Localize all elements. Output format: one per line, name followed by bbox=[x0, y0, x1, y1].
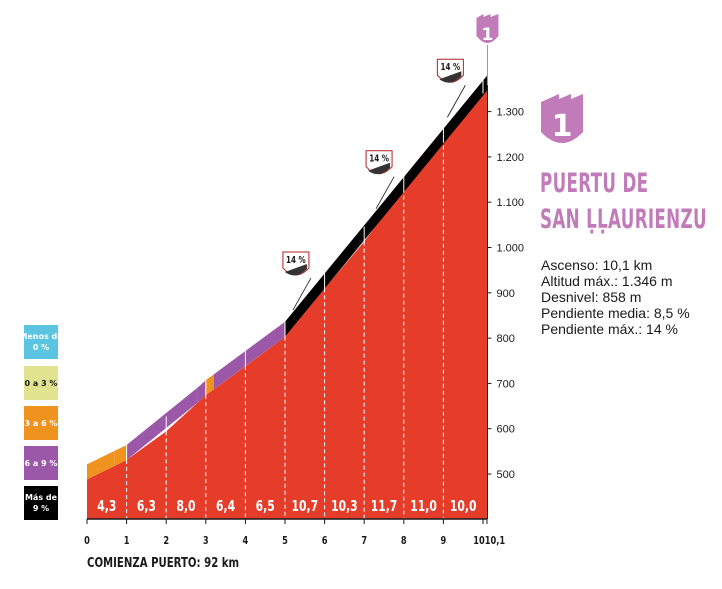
y-tick-label: 1.300 bbox=[496, 107, 524, 119]
max-gradient-marker: 14 % bbox=[282, 251, 312, 311]
stat-max-altitude: Altitud máx.: 1.346 m bbox=[541, 273, 673, 289]
segment-gradient-label: 6,3 bbox=[137, 498, 156, 515]
y-tick-label: 800 bbox=[496, 333, 514, 345]
marker-leader bbox=[447, 85, 466, 118]
x-tick-label: 5 bbox=[282, 535, 288, 547]
segment-gradient-label: 6,4 bbox=[216, 498, 235, 515]
gradient-legend: Menos de 0 % 0 a 3 % 3 a 6 % 6 a 9 % Más de 9 … bbox=[19, 325, 63, 520]
badge-number: 1 bbox=[552, 109, 573, 144]
profile-area bbox=[87, 90, 487, 520]
legend-swatch bbox=[24, 366, 58, 400]
marker-slope bbox=[368, 162, 391, 175]
x-tick-label: 4 bbox=[243, 535, 249, 547]
summit-marker: 1 bbox=[476, 14, 499, 85]
segment-gradient-labels: 4,3 6,3 8,0 6,4 6,5 10,7 10,3 11,7 11,0 10,0 bbox=[97, 498, 476, 515]
segment-gradient-label: 6,5 bbox=[256, 498, 275, 515]
legend-label: 9 % bbox=[33, 504, 49, 513]
legend-label: 0 % bbox=[33, 343, 49, 352]
x-tick-label: 1 bbox=[124, 535, 130, 547]
climb-name-line2: SAN ḶḶAURIENZU bbox=[540, 204, 707, 235]
x-tick-label: 3 bbox=[203, 535, 209, 547]
x-tick-label: 7 bbox=[361, 535, 367, 547]
stat-elevation-gain: Desnivel: 858 m bbox=[541, 289, 642, 305]
max-gradient-markers: 14 % 14 % 14 % bbox=[282, 58, 466, 311]
legend-swatch bbox=[24, 486, 58, 520]
climb-name: PUERTU DE SAN ḶḶAURIENZU bbox=[540, 166, 707, 238]
stat-ascent: Ascenso: 10,1 km bbox=[541, 257, 653, 273]
max-gradient-marker: 14 % bbox=[365, 150, 395, 209]
segment-gradient-label: 4,3 bbox=[97, 498, 116, 515]
y-tick-label: 1.000 bbox=[496, 243, 524, 255]
marker-slope bbox=[439, 71, 462, 83]
x-axis: 0 1 2 3 4 5 6 7 8 9 10 10,1 bbox=[84, 518, 506, 547]
x-tick-label: 6 bbox=[322, 535, 328, 547]
x-tick-label: 8 bbox=[401, 535, 407, 547]
legend-label: Menos de bbox=[19, 332, 63, 341]
climb-stats: Ascenso: 10,1 km Altitud máx.: 1.346 m D… bbox=[541, 257, 690, 337]
x-tick-label: 2 bbox=[163, 535, 169, 547]
y-tick-label: 900 bbox=[496, 288, 514, 300]
y-tick-label: 1.200 bbox=[496, 152, 524, 164]
stripe-section bbox=[205, 374, 214, 396]
stripe-section bbox=[126, 387, 198, 460]
segment-gradient-label: 11,7 bbox=[371, 498, 398, 515]
stripe-section bbox=[87, 450, 115, 480]
segment-gradient-label: 11,0 bbox=[410, 498, 437, 515]
segment-gradient-label: 8,0 bbox=[176, 498, 195, 515]
legend-swatch bbox=[24, 446, 58, 480]
marker-slope bbox=[284, 264, 307, 276]
marker-leader bbox=[375, 176, 395, 209]
max-gradient-marker: 14 % bbox=[436, 58, 466, 118]
y-tick-label: 700 bbox=[496, 378, 514, 390]
stripe-section bbox=[114, 444, 127, 466]
summit-flag bbox=[476, 14, 499, 43]
legend-label: 6 a 9 % bbox=[25, 459, 58, 468]
legend-swatch bbox=[24, 406, 58, 440]
start-label: COMIENZA PUERTO: 92 km bbox=[87, 556, 240, 571]
y-tick-label: 500 bbox=[496, 469, 514, 481]
gradient-stripe bbox=[87, 75, 487, 480]
y-tick-label: 1.100 bbox=[496, 197, 524, 209]
marker-label: 14 % bbox=[369, 154, 389, 165]
stat-average-gradient: Pendiente media: 8,5 % bbox=[541, 305, 690, 321]
climb-number-badge: 1 bbox=[541, 94, 583, 144]
legend-swatch bbox=[24, 325, 58, 359]
stripe-section bbox=[197, 380, 206, 403]
segment-gradient-label: 10,0 bbox=[450, 498, 477, 515]
stripe-section bbox=[213, 321, 285, 390]
badge-shape bbox=[541, 94, 583, 143]
legend-label: Más de bbox=[25, 493, 58, 502]
y-axis: 500 600 700 800 900 1.000 1.100 1.200 1.300 bbox=[486, 85, 524, 519]
profile-fill bbox=[87, 90, 487, 520]
marker-label: 14 % bbox=[286, 255, 306, 266]
climb-name-line1: PUERTU DE bbox=[540, 168, 649, 199]
stripe-section bbox=[285, 75, 487, 337]
x-tick-label: 10 bbox=[473, 535, 485, 547]
x-tick-label: 0 bbox=[84, 535, 90, 547]
marker-label: 14 % bbox=[440, 62, 460, 73]
x-tick-label: 9 bbox=[441, 535, 447, 547]
legend-label: 0 a 3 % bbox=[25, 379, 58, 388]
summit-number: 1 bbox=[482, 25, 494, 45]
stat-max-gradient: Pendiente máx.: 14 % bbox=[541, 321, 678, 337]
km-dividers bbox=[126, 138, 444, 519]
segment-gradient-label: 10,7 bbox=[291, 498, 318, 515]
marker-leader bbox=[292, 277, 312, 311]
legend-label: 3 a 6 % bbox=[25, 419, 58, 428]
y-tick-label: 600 bbox=[496, 424, 514, 436]
x-tick-label: 10,1 bbox=[485, 535, 506, 547]
segment-gradient-label: 10,3 bbox=[331, 498, 358, 515]
